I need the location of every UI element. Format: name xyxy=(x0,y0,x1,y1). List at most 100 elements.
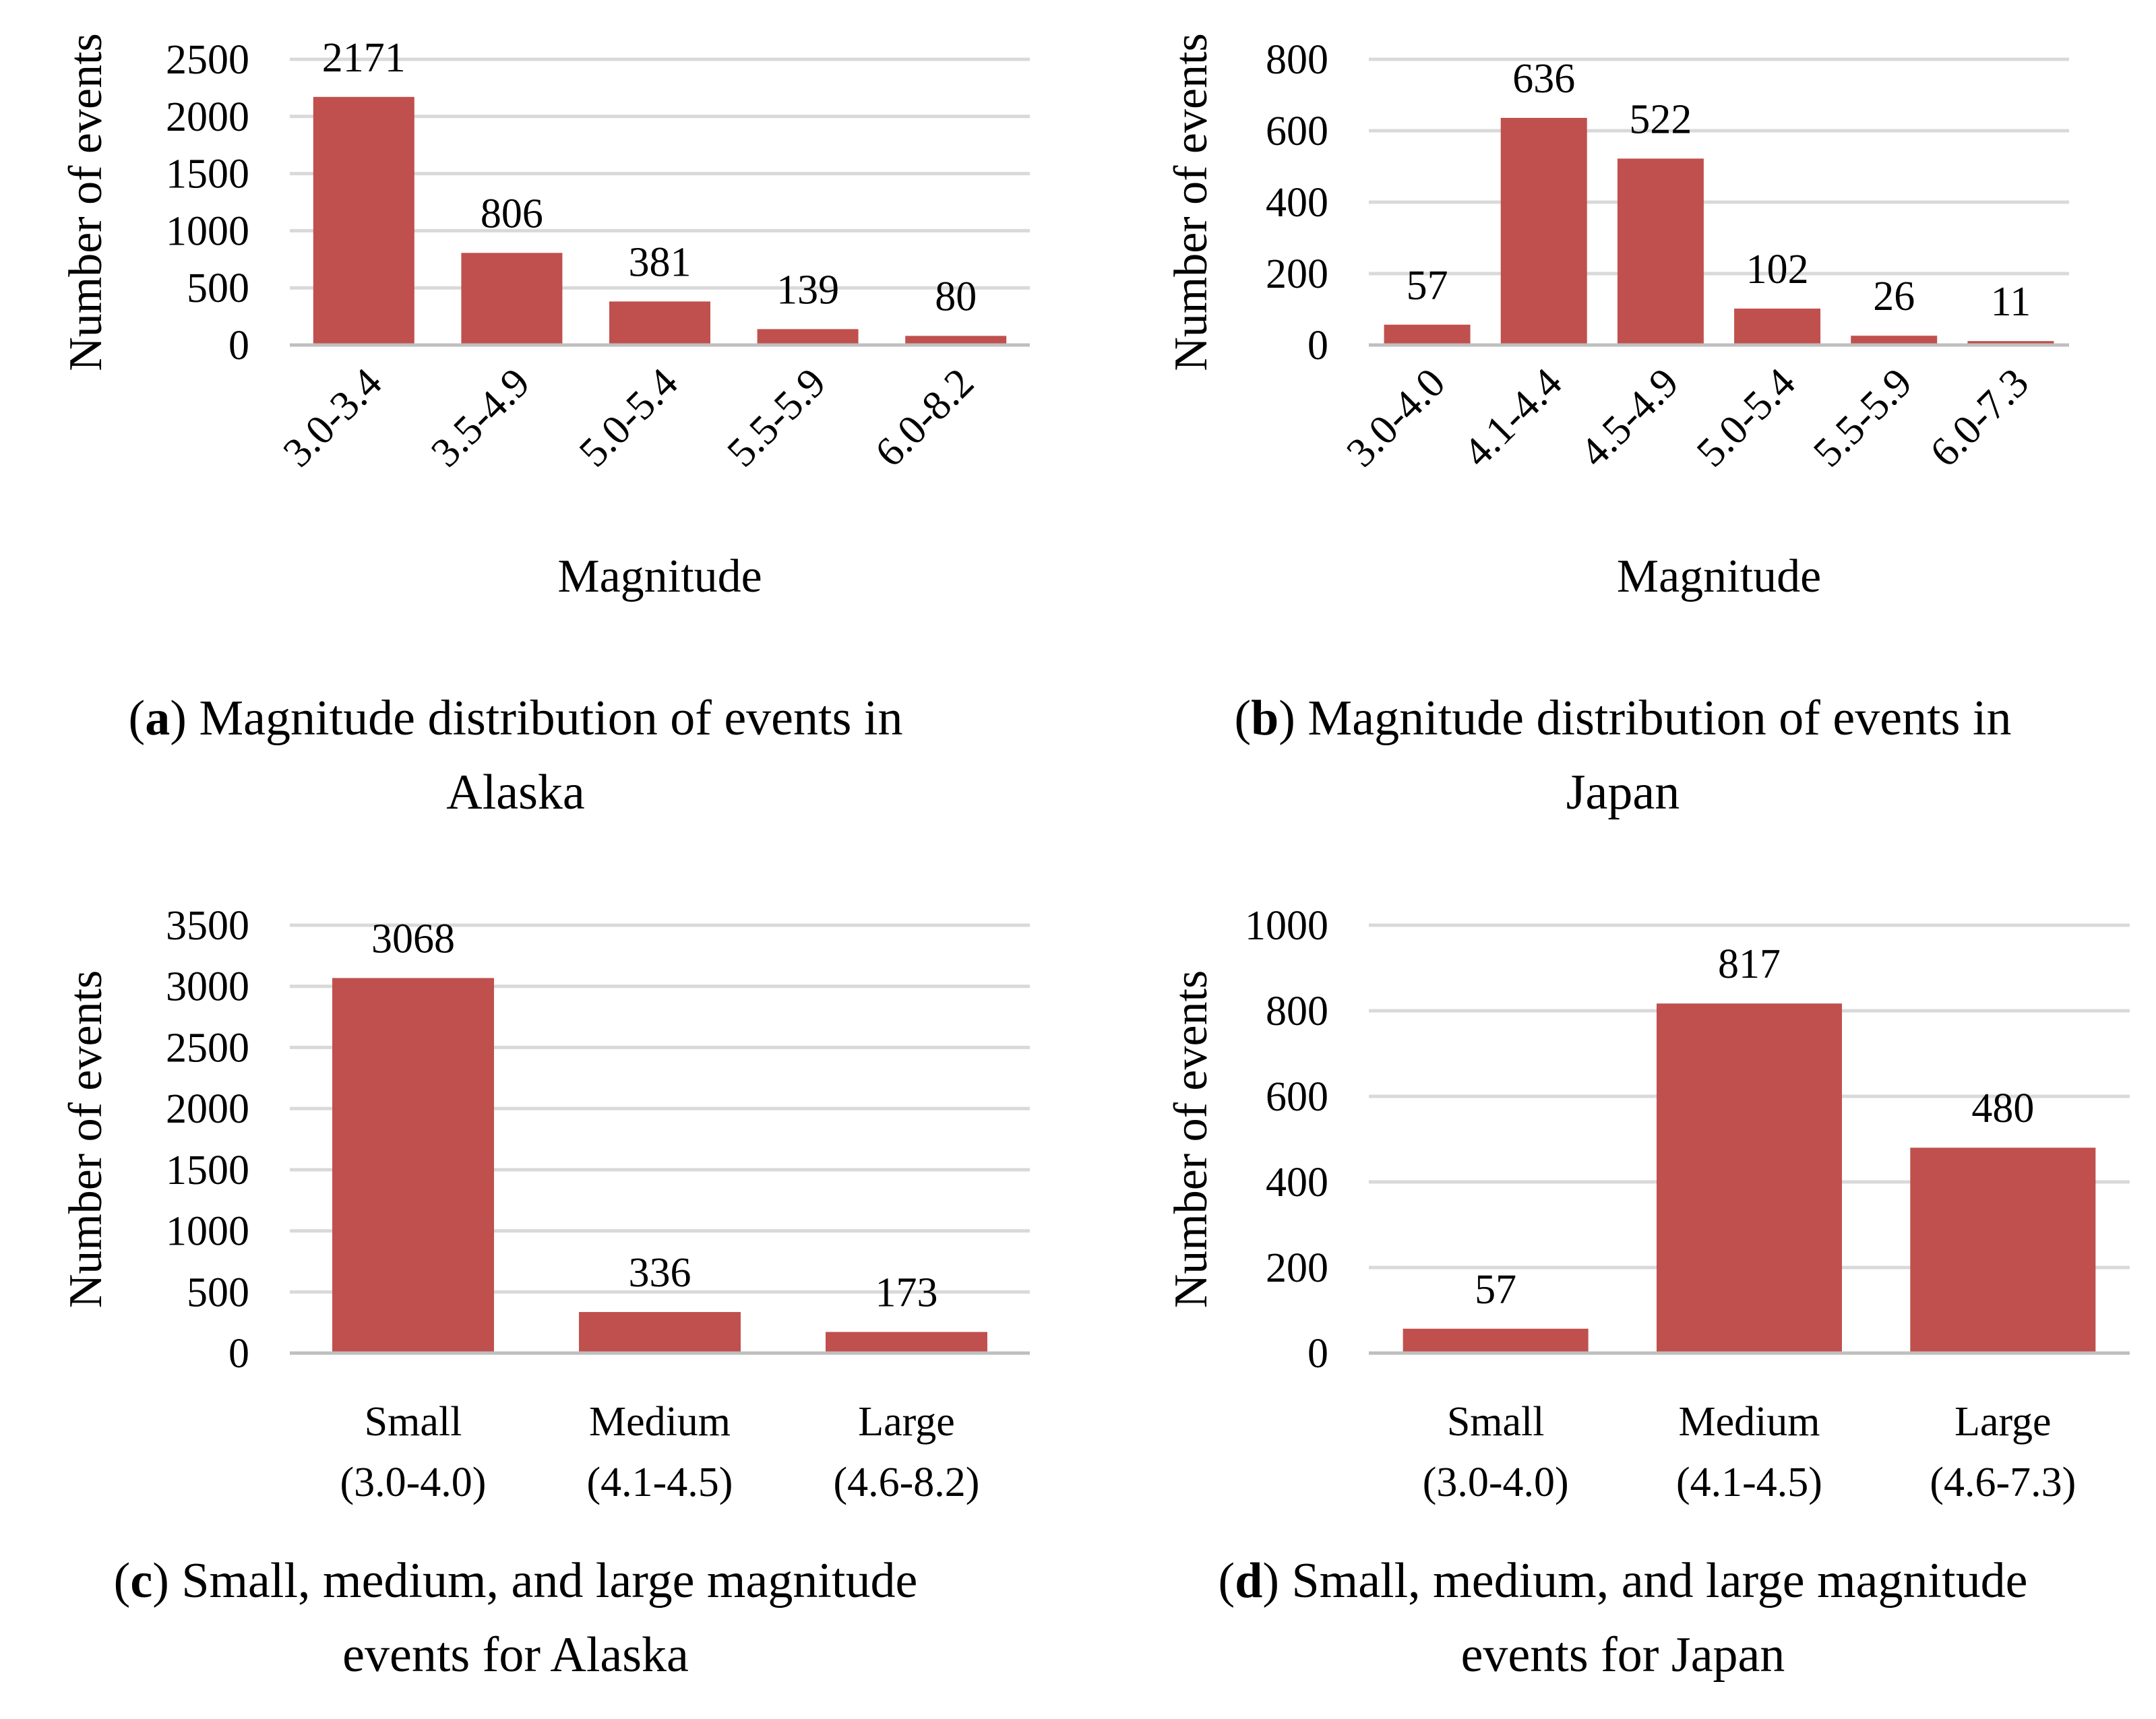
panel-c: 0 500 1000 1500 2000 2500 3000 3500 3068 Small (3.… xyxy=(60,903,1030,1683)
y-tick-label: 1500 xyxy=(166,1148,249,1193)
y-axis-title: Number of events xyxy=(1165,970,1217,1309)
panel-b: 0 200 400 600 800 57 3.0-4.0 636 4.1-4.4 522 4.5-4… xyxy=(1165,33,2069,820)
data-label: 817 xyxy=(1718,941,1781,987)
y-tick-label: 1000 xyxy=(166,208,249,254)
y-tick-label: 600 xyxy=(1266,108,1328,154)
x-tick-sublabel: (4.1-4.5) xyxy=(587,1460,733,1505)
x-tick-label: Large xyxy=(1954,1399,2051,1445)
x-tick-label: 5.5-5.9 xyxy=(1805,360,1921,476)
x-tick-label: Medium xyxy=(589,1399,731,1445)
x-tick-sublabel: (4.6-7.3) xyxy=(1930,1460,2076,1505)
bar xyxy=(332,978,494,1353)
caption-line-1: (b) Magnitude distribution of events in xyxy=(1234,691,2011,746)
y-axis-title: Number of events xyxy=(60,970,112,1309)
data-label: 3068 xyxy=(371,916,455,962)
x-tick-label: Small xyxy=(365,1399,462,1445)
y-tick-label: 800 xyxy=(1266,37,1328,83)
y-tick-label: 1000 xyxy=(166,1209,249,1255)
caption-letter: a xyxy=(145,691,170,746)
y-axis-title: Number of events xyxy=(1165,33,1217,371)
bar xyxy=(1403,1328,1589,1353)
data-label: 636 xyxy=(1512,56,1575,102)
bar xyxy=(579,1312,741,1353)
data-label: 336 xyxy=(629,1250,691,1296)
x-axis-title: Magnitude xyxy=(557,551,762,602)
data-label: 381 xyxy=(629,239,691,285)
y-tick-label: 500 xyxy=(187,1270,249,1315)
y-tick-label: 400 xyxy=(1266,180,1328,226)
x-tick-sublabel: (4.1-4.5) xyxy=(1676,1460,1822,1505)
bar xyxy=(1657,1003,1842,1353)
x-tick-label: 3.0-3.4 xyxy=(274,360,390,476)
bar xyxy=(461,253,563,345)
x-tick-label: 4.5-4.9 xyxy=(1572,360,1688,476)
x-tick-sublabel: (4.6-8.2) xyxy=(834,1460,980,1505)
panel-a: 0 500 1000 1500 2000 2500 2171 3.0-3.4 806 3.5-4.… xyxy=(60,33,1030,820)
y-tick-label: 2500 xyxy=(166,37,249,83)
y-tick-label: 3000 xyxy=(166,964,249,1010)
data-label: 102 xyxy=(1746,247,1809,292)
bar xyxy=(1910,1148,2096,1353)
y-tick-label: 200 xyxy=(1266,1245,1328,1291)
caption-line-1: (d) Small, medium, and large magnitude xyxy=(1219,1553,2028,1608)
y-tick-label: 3500 xyxy=(166,903,249,949)
data-label: 173 xyxy=(875,1270,938,1316)
bar xyxy=(1967,341,2054,345)
y-tick-label: 200 xyxy=(1266,251,1328,297)
data-label: 57 xyxy=(1475,1267,1516,1313)
data-label: 11 xyxy=(1991,279,2031,325)
y-tick-label: 2000 xyxy=(166,1086,249,1132)
bar xyxy=(609,301,710,345)
y-tick-label: 1500 xyxy=(166,152,249,197)
caption-line-2: Japan xyxy=(1566,765,1680,820)
caption-line-2: events for Alaska xyxy=(342,1627,689,1683)
caption-line-2: events for Japan xyxy=(1461,1627,1785,1683)
panel-d: 0 200 400 600 800 1000 57 Small (3.0-4.0) 817 Medi… xyxy=(1165,903,2130,1683)
bar xyxy=(1851,336,1938,345)
y-tick-label: 1000 xyxy=(1245,903,1328,949)
x-tick-sublabel: (3.0-4.0) xyxy=(1423,1460,1569,1505)
x-tick-label: 6.0-7.3 xyxy=(1921,360,2037,476)
data-label: 80 xyxy=(935,274,977,319)
data-label: 480 xyxy=(1971,1086,2034,1131)
data-label: 2171 xyxy=(322,35,406,81)
caption-line-1: (a) Magnitude distribution of events in xyxy=(129,691,903,746)
y-axis-title: Number of events xyxy=(60,33,112,371)
x-tick-label: Large xyxy=(858,1399,954,1445)
y-tick-label: 0 xyxy=(1307,1331,1328,1377)
y-tick-label: 0 xyxy=(1307,323,1328,369)
x-tick-label: 5.0-5.4 xyxy=(571,360,687,476)
bar xyxy=(313,96,414,345)
x-tick-label: 3.0-4.0 xyxy=(1338,360,1454,476)
y-tick-label: 0 xyxy=(228,1331,249,1377)
x-tick-label: 5.5-5.9 xyxy=(718,360,834,476)
x-tick-label: Small xyxy=(1447,1399,1545,1445)
data-label: 139 xyxy=(776,267,839,313)
x-axis-title: Magnitude xyxy=(1617,551,1821,602)
bar xyxy=(1500,117,1587,346)
y-tick-label: 400 xyxy=(1266,1160,1328,1206)
y-tick-label: 2000 xyxy=(166,94,249,140)
data-label: 57 xyxy=(1407,263,1448,309)
x-tick-label: 5.0-5.4 xyxy=(1688,360,1804,476)
caption-letter: d xyxy=(1235,1553,1262,1608)
bar xyxy=(826,1332,987,1353)
data-label: 806 xyxy=(481,191,543,237)
bar xyxy=(1734,308,1821,345)
bar xyxy=(1617,158,1704,345)
y-tick-label: 800 xyxy=(1266,989,1328,1034)
y-tick-label: 500 xyxy=(187,265,249,311)
bar xyxy=(757,329,859,345)
y-tick-label: 0 xyxy=(228,323,249,369)
y-tick-label: 2500 xyxy=(166,1025,249,1071)
x-tick-sublabel: (3.0-4.0) xyxy=(340,1460,487,1505)
x-tick-label: Medium xyxy=(1678,1399,1820,1445)
data-label: 26 xyxy=(1873,274,1915,319)
caption-line-1: (c) Small, medium, and large magnitude xyxy=(114,1553,918,1608)
caption-line-2: Alaska xyxy=(446,765,585,820)
x-tick-label: 3.5-4.9 xyxy=(423,360,538,476)
bar xyxy=(905,336,1007,345)
caption-letter: b xyxy=(1251,691,1279,746)
data-label: 522 xyxy=(1629,96,1692,142)
